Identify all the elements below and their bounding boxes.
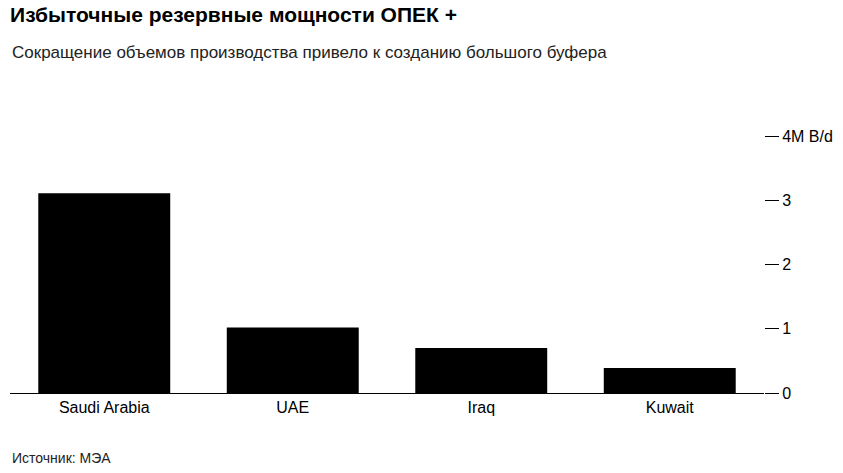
- svg-text:1: 1: [782, 320, 791, 337]
- svg-text:Saudi Arabia: Saudi Arabia: [59, 399, 150, 416]
- svg-text:UAE: UAE: [276, 399, 309, 416]
- svg-text:Избыточные резервные мощности: Избыточные резервные мощности ОПЕК +: [10, 3, 457, 26]
- svg-text:Iraq: Iraq: [467, 399, 495, 416]
- svg-text:Kuwait: Kuwait: [646, 399, 695, 416]
- svg-text:0: 0: [782, 385, 791, 402]
- svg-text:2: 2: [782, 256, 791, 273]
- svg-text:Сокращение объемов производств: Сокращение объемов производства привело …: [12, 43, 607, 62]
- svg-text:Источник: МЭА: Источник: МЭА: [12, 450, 111, 466]
- svg-text:3: 3: [782, 192, 791, 209]
- svg-text:4M B/d: 4M B/d: [782, 128, 833, 145]
